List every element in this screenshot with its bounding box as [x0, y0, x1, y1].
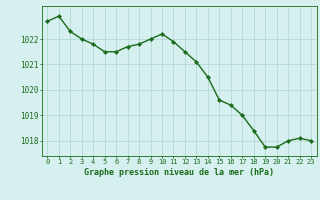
- X-axis label: Graphe pression niveau de la mer (hPa): Graphe pression niveau de la mer (hPa): [84, 168, 274, 177]
